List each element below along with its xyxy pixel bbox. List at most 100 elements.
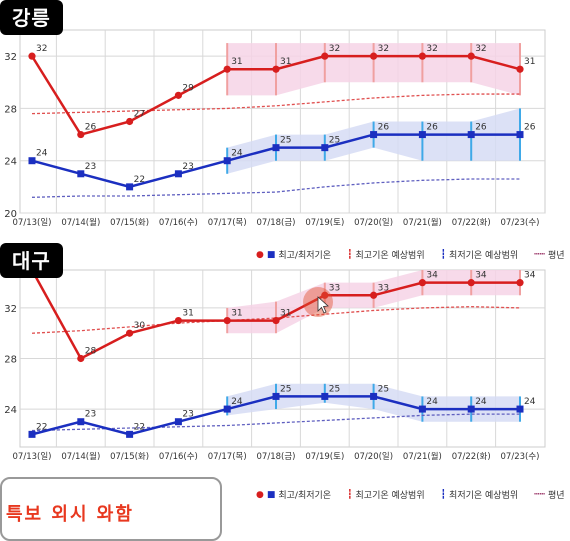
min-temp-label: 26 bbox=[426, 123, 438, 133]
x-tick-label: 07/13(일) bbox=[13, 218, 52, 228]
y-tick-label: 24 bbox=[4, 157, 17, 168]
x-tick-label: 07/16(수) bbox=[159, 218, 198, 228]
legend-item-maxmin: ● ■ 최고/최저기온 bbox=[256, 489, 332, 502]
max-temp-point bbox=[174, 91, 182, 99]
forecast-charts: 20 24 28 32 07/13(일) 07/14(월) 07/15(화) 07/16(수)… bbox=[4, 29, 546, 462]
x-tick-label: 07/20(일) bbox=[354, 452, 393, 462]
x-tick-label: 07/20(일) bbox=[354, 218, 393, 228]
min-temp-point bbox=[126, 430, 134, 438]
max-temp-label: 31 bbox=[524, 57, 535, 67]
max-temp-label: 33 bbox=[378, 283, 389, 293]
legend-item-maxmin: ● ■ 최고/최저기온 bbox=[256, 249, 332, 262]
min-temp-label: 22 bbox=[36, 422, 47, 432]
x-tick-label: 07/15(화) bbox=[110, 218, 149, 228]
min-temp-point bbox=[77, 170, 85, 178]
min-temp-point bbox=[370, 392, 378, 400]
min-temp-point bbox=[77, 418, 85, 426]
min-temp-point bbox=[126, 183, 134, 191]
y-tick-label: 32 bbox=[4, 52, 17, 63]
min-temp-point bbox=[467, 131, 475, 139]
max-temp-point bbox=[77, 130, 85, 139]
max-temp-point bbox=[223, 65, 231, 73]
max-temp-point bbox=[272, 65, 280, 73]
max-temp-label: 32 bbox=[426, 44, 437, 54]
max-temp-point bbox=[321, 291, 329, 299]
max-temp-label: 30 bbox=[134, 321, 146, 331]
legend-item-normal: ┅┅ 평년 bbox=[534, 249, 565, 262]
max-temp-label: 34 bbox=[475, 271, 487, 281]
min-temp-point bbox=[174, 418, 182, 426]
max-temp-point bbox=[418, 52, 426, 60]
max-temp-point bbox=[223, 316, 231, 325]
legend-item-max-range: ┇ 최고기온 예상범위 bbox=[347, 249, 425, 262]
max-temp-label: 34 bbox=[524, 271, 536, 281]
x-tick-label: 07/18(금) bbox=[257, 452, 296, 462]
cursor-pointer-icon bbox=[317, 296, 329, 314]
min-temp-label: 25 bbox=[378, 384, 389, 394]
normal-min-line bbox=[31, 413, 520, 432]
normal-min-line bbox=[31, 178, 520, 198]
max-temp-point bbox=[516, 279, 524, 287]
max-temp-label: 32 bbox=[329, 44, 340, 54]
min-temp-point bbox=[321, 144, 329, 152]
max-temp-label: 32 bbox=[36, 44, 47, 54]
min-temp-point bbox=[272, 144, 280, 152]
x-tick-label: 07/15(화) bbox=[110, 452, 149, 462]
y-tick-label: 24 bbox=[4, 405, 17, 416]
min-temp-label: 25 bbox=[280, 136, 291, 146]
max-temp-point bbox=[77, 354, 85, 363]
x-tick-label: 07/21(월) bbox=[403, 451, 442, 462]
legend-bottom: ● ■ 최고/최저기온 ┇ 최고기온 예상범위 ┇ 최저기온 예상범위 ┅┅ 평년 bbox=[256, 488, 565, 502]
max-temp-label: 33 bbox=[329, 283, 340, 293]
city-label-gangneung: 강릉 bbox=[0, 0, 63, 35]
min-temp-label: 23 bbox=[182, 410, 193, 420]
x-tick-label: 07/23(수) bbox=[501, 452, 540, 462]
min-temp-point bbox=[370, 131, 378, 139]
max-temp-label: 26 bbox=[85, 123, 97, 133]
min-temp-label: 24 bbox=[426, 397, 438, 407]
max-temp-label: 31 bbox=[231, 309, 242, 319]
x-tick-label: 07/21(월) bbox=[403, 217, 442, 228]
max-temp-point bbox=[272, 316, 280, 325]
x-tick-label: 07/16(수) bbox=[159, 452, 198, 462]
legend-top: ● ■ 최고/최저기온 ┇ 최고기온 예상범위 ┇ 최저기온 예상범위 ┅┅ 평년 bbox=[256, 248, 565, 262]
max-temp-point bbox=[467, 52, 475, 60]
legend-item-normal: ┅┅ 평년 bbox=[534, 489, 565, 502]
min-temp-point bbox=[28, 157, 36, 165]
min-temp-point bbox=[223, 157, 231, 165]
max-temp-label: 31 bbox=[182, 309, 193, 319]
max-temp-label: 27 bbox=[134, 110, 145, 120]
min-temp-label: 24 bbox=[36, 149, 48, 159]
x-tick-label: 07/19(토) bbox=[305, 452, 344, 462]
min-temp-label: 25 bbox=[280, 384, 291, 394]
legend-item-min-range: ┇ 최저기온 예상범위 bbox=[440, 249, 519, 262]
max-temp-point bbox=[126, 329, 134, 337]
max-temp-point bbox=[321, 52, 329, 60]
min-temp-label: 26 bbox=[475, 123, 487, 133]
x-tick-label: 07/22(화) bbox=[452, 452, 491, 462]
min-temp-point bbox=[174, 170, 182, 178]
min-temp-point bbox=[467, 405, 475, 413]
min-temp-label: 26 bbox=[378, 123, 390, 133]
min-temp-label: 24 bbox=[524, 397, 536, 407]
x-tick-label: 07/17(목) bbox=[208, 218, 247, 228]
chart-gangneung: 20 24 28 32 07/13(일) 07/14(월) 07/15(화) 07/16(수)… bbox=[4, 29, 546, 228]
min-temp-label: 25 bbox=[329, 136, 340, 146]
max-temp-point bbox=[370, 52, 378, 60]
min-temp-label: 23 bbox=[85, 410, 96, 420]
min-temp-label: 26 bbox=[524, 123, 536, 133]
min-temp-label: 24 bbox=[231, 149, 243, 159]
max-temp-label: 29 bbox=[182, 83, 194, 93]
max-temp-label: 31 bbox=[231, 57, 242, 67]
max-temp-label: 32 bbox=[378, 44, 389, 54]
min-temp-label: 24 bbox=[475, 397, 487, 407]
min-temp-point bbox=[418, 131, 426, 139]
max-temp-point bbox=[418, 279, 426, 287]
max-temp-point bbox=[370, 291, 378, 299]
legend-item-max-range: ┇ 최고기온 예상범위 bbox=[347, 489, 425, 502]
min-temp-label: 22 bbox=[134, 422, 145, 432]
min-temp-point bbox=[223, 405, 231, 413]
max-temp-label: 28 bbox=[85, 347, 97, 357]
x-tick-label: 07/22(화) bbox=[452, 218, 491, 228]
normal-max-line bbox=[31, 93, 520, 115]
